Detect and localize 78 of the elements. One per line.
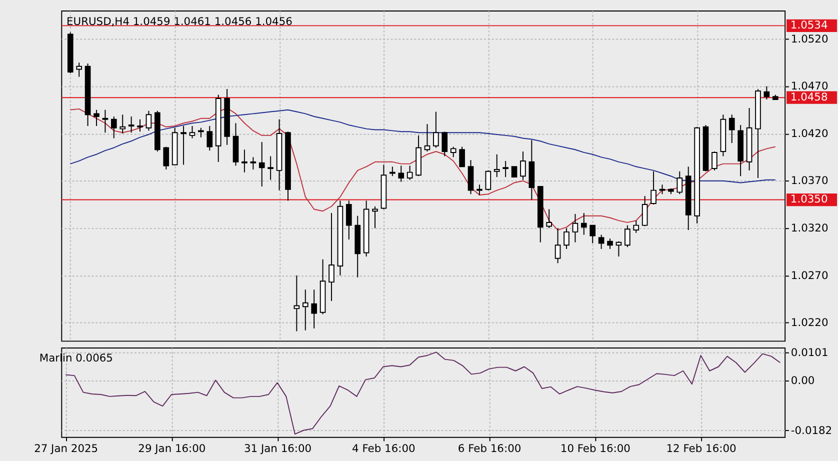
candlestick	[650, 170, 656, 205]
candlestick	[459, 146, 465, 168]
candlestick	[102, 109, 108, 134]
y-tick-label: 0.0101	[790, 346, 828, 360]
y-tick-label: 0.00	[790, 374, 815, 387]
candlestick	[268, 156, 274, 180]
candlestick	[137, 118, 143, 132]
candlestick	[120, 114, 126, 134]
candlestick	[294, 274, 300, 332]
candlestick	[302, 289, 308, 331]
candlestick	[624, 224, 630, 248]
candlestick	[128, 116, 134, 134]
candlestick	[485, 170, 492, 191]
candlestick	[424, 124, 430, 152]
candlestick	[433, 111, 439, 148]
x-tick-label: 4 Feb 16:00	[352, 442, 416, 455]
candlestick	[390, 166, 396, 177]
candlestick	[494, 154, 500, 178]
candlestick	[676, 170, 683, 195]
candlestick	[546, 208, 552, 229]
candlestick	[520, 151, 526, 180]
candlestick	[180, 125, 186, 166]
candlestick	[189, 125, 196, 139]
candlestick	[94, 109, 100, 126]
candlestick	[607, 238, 613, 250]
candlestick	[163, 146, 170, 170]
candlestick	[502, 160, 508, 178]
candlestick	[250, 156, 256, 170]
candlestick	[642, 195, 648, 227]
x-tick-label: 31 Jan 16:00	[244, 442, 312, 455]
candlestick	[346, 200, 352, 240]
candlestick	[406, 165, 413, 180]
y-tick-label: 1.0320	[790, 222, 828, 235]
candlestick	[511, 166, 518, 178]
candlestick	[476, 184, 482, 196]
candlestick	[659, 184, 666, 195]
x-tick-label: 27 Jan 2025	[34, 442, 98, 455]
y-tick-label: 1.0470	[790, 80, 828, 93]
x-tick-label: 29 Jan 16:00	[138, 442, 206, 455]
y-tick-label: 1.0220	[790, 316, 828, 330]
candlestick	[728, 114, 735, 144]
candlestick	[616, 240, 622, 258]
y-tick-label: 1.0520	[790, 32, 828, 46]
candlestick	[764, 86, 770, 100]
candlestick	[258, 142, 265, 187]
candlestick	[468, 160, 474, 195]
candlestick	[450, 146, 456, 158]
line-series	[70, 108, 776, 231]
ref-line-label: 1.0350	[790, 192, 828, 206]
candlestick	[206, 125, 213, 152]
candlestick	[146, 110, 152, 132]
candlestick	[572, 213, 578, 243]
chart-title: EURUSD,H4 1.0459 1.0461 1.0456 1.0456	[66, 15, 293, 28]
candlestick	[633, 220, 640, 234]
y-tick-label: -0.0182	[790, 424, 832, 437]
y-tick-label: 1.0420	[790, 126, 828, 140]
candlestick	[442, 131, 448, 157]
ref-line-label: 1.0458	[790, 90, 828, 104]
candlestick	[598, 234, 604, 250]
candlestick	[242, 149, 248, 173]
y-tick-label: 1.0370	[790, 174, 828, 188]
candlestick	[398, 165, 404, 182]
candlestick	[590, 224, 596, 244]
x-tick-label: 6 Feb 16:00	[458, 442, 522, 455]
x-tick-label: 10 Feb 16:00	[560, 442, 631, 455]
candlestick	[328, 212, 334, 302]
candlestick	[564, 228, 570, 250]
candlestick	[554, 228, 561, 264]
y-tick-label: 1.0270	[790, 268, 828, 282]
candlestick	[712, 151, 718, 171]
candlestick	[76, 62, 82, 78]
candlestick	[372, 206, 378, 229]
candlestick	[580, 212, 587, 236]
candlestick	[311, 289, 317, 329]
x-tick-label: 12 Feb 16:00	[666, 442, 736, 455]
candlestick	[198, 127, 204, 138]
ref-line-label: 1.0534	[790, 18, 828, 32]
candlestick	[110, 116, 117, 139]
